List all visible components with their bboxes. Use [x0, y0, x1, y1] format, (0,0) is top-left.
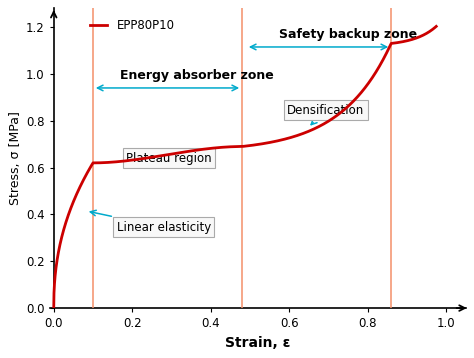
Text: Densification: Densification — [287, 104, 365, 125]
X-axis label: Strain, ε: Strain, ε — [225, 336, 291, 350]
Legend: EPP80P10: EPP80P10 — [85, 14, 180, 37]
Text: Energy absorber zone: Energy absorber zone — [120, 69, 274, 82]
Y-axis label: Stress, σ [MPa]: Stress, σ [MPa] — [9, 111, 22, 205]
Text: Safety backup zone: Safety backup zone — [279, 28, 418, 41]
Text: Plateau region: Plateau region — [126, 152, 212, 165]
Text: Linear elasticity: Linear elasticity — [90, 210, 211, 234]
